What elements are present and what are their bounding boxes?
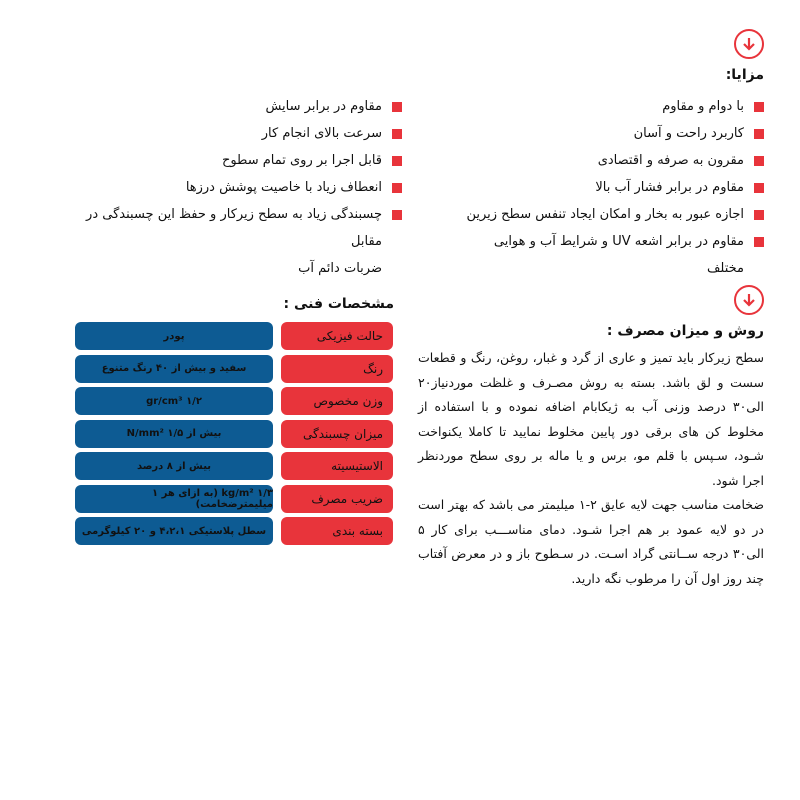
list-item: مقرون به صرفه و اقتصادی <box>464 147 764 174</box>
list-item: کاربرد راحت و آسان <box>464 120 764 147</box>
list-item: چسبندگی زیاد به سطح زیرکار و حفظ این چسب… <box>62 201 402 255</box>
spec-value: پودر <box>75 322 273 350</box>
list-item: مقاوم در برابر اشعه UV و شرایط آب و هوای… <box>464 228 764 282</box>
spec-label: حالت فیزیکی <box>281 322 393 350</box>
spec-value: سفید و بیش از ۴۰ رنگ متنوع <box>75 354 273 383</box>
table-row: الاستیسیته بیش از ۸ درصد <box>75 452 393 480</box>
spec-label: وزن مخصوص <box>281 387 393 415</box>
list-item: اجازه عبور به بخار و امکان ایجاد تنفس سط… <box>464 201 764 228</box>
spec-label: بسته بندی <box>281 517 393 545</box>
spec-label: ضریب مصرف <box>281 484 393 513</box>
spec-label: الاستیسیته <box>281 452 393 480</box>
spec-label: میزان چسبندگی <box>281 419 393 448</box>
table-row: بسته بندی سطل پلاستیکی ۴،۲،۱ و ۲۰ کیلوگرم… <box>75 517 393 545</box>
table-row: رنگ سفید و بیش از ۴۰ رنگ متنوع <box>75 354 393 383</box>
advantages-list-left: مقاوم در برابر سایش سرعت بالای انجام کار… <box>62 93 402 282</box>
advantages-list-right: با دوام و مقاوم کاربرد راحت و آسان مقرون… <box>464 93 764 282</box>
table-row: وزن مخصوص ۱/۲ gr/cm³ <box>75 387 393 415</box>
spec-value: سطل پلاستیکی ۴،۲،۱ و ۲۰ کیلوگرمی <box>75 517 273 545</box>
usage-paragraph-2: ضخامت مناسب جهت لایه عایق ۲-۱ میلیمتر می… <box>418 497 764 586</box>
advantages-title: مزایا: <box>725 67 764 83</box>
circle-arrow-down-icon <box>734 285 764 315</box>
table-row: حالت فیزیکی پودر <box>75 322 393 350</box>
spec-value: ۱/۳ kg/m² (به ازای هر ۱ میلیمترضخامت) <box>75 484 273 513</box>
spec-label: رنگ <box>281 354 393 383</box>
list-item: انعطاف زیاد با خاصیت پوشش درزها <box>62 174 402 201</box>
usage-title: روش و میزان مصرف : <box>606 323 764 339</box>
table-row: میزان چسبندگی بیش از N/mm² ۱/۵ <box>75 419 393 448</box>
usage-paragraph-1: سطح زیرکار باید تمیز و عاری از گرد و غبا… <box>418 350 764 488</box>
spec-value: بیش از N/mm² ۱/۵ <box>75 419 273 448</box>
list-item: مقاوم در برابر سایش <box>62 93 402 120</box>
list-item-continuation: ضربات دائم آب <box>298 261 382 276</box>
list-item: سرعت بالای انجام کار <box>62 120 402 147</box>
circle-arrow-down-icon <box>734 29 764 59</box>
spec-value: ۱/۲ gr/cm³ <box>75 387 273 415</box>
list-item: قابل اجرا بر روی تمام سطوح <box>62 147 402 174</box>
list-item: با دوام و مقاوم <box>464 93 764 120</box>
specs-title: مشخصات فنی : <box>283 296 394 312</box>
table-row: ضریب مصرف ۱/۳ kg/m² (به ازای هر ۱ میلیمتر… <box>75 484 393 513</box>
list-item: مقاوم در برابر فشار آب بالا <box>464 174 764 201</box>
spec-value: بیش از ۸ درصد <box>75 452 273 480</box>
